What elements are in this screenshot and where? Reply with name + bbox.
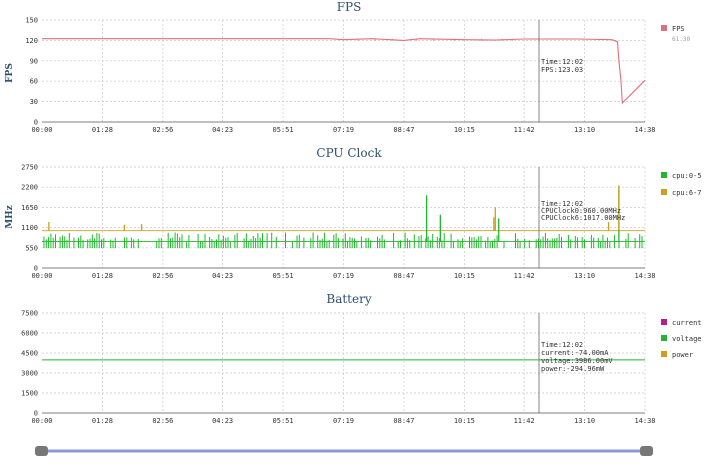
cpu-0-5-legend-item[interactable]: cpu:0-5 bbox=[661, 172, 702, 180]
cpu-clock-chart: CPU Clock MHz 0 550 1100 1650 2200 2750 00:00… bbox=[5, 146, 702, 280]
battery-y-tick-label: 1500 bbox=[21, 390, 38, 398]
battery-x-tick-label: 13:10 bbox=[574, 417, 595, 425]
fps-x-tick-label: 05:51 bbox=[273, 126, 294, 134]
cpu-x-tick-label: 04:23 bbox=[212, 272, 233, 280]
battery-x-tick-label: 07:19 bbox=[333, 417, 354, 425]
fps-legend-label: FPS bbox=[672, 25, 685, 33]
battery-y-tick-label: 0 bbox=[34, 410, 38, 418]
fps-y-axis-label: FPS bbox=[5, 63, 15, 83]
cpu-6-7-legend-swatch bbox=[661, 189, 667, 195]
fps-legend-item[interactable]: FPS 61.30 bbox=[661, 25, 690, 43]
current-legend-item[interactable]: current bbox=[661, 319, 702, 327]
cpu-6-7-legend-item[interactable]: cpu:6-7 bbox=[661, 189, 702, 197]
cpu-tooltip-time: Time:12:02 bbox=[541, 200, 583, 208]
fps-x-tick-label: 07:19 bbox=[333, 126, 354, 134]
fps-x-tick-label: 04:23 bbox=[212, 126, 233, 134]
battery-y-tick-label: 3000 bbox=[21, 370, 38, 378]
fps-chart: FPS FPS 0 30 60 90 120 150 00:00 01:28 02:56 04:… bbox=[5, 0, 690, 134]
power-legend-label: power bbox=[672, 351, 693, 359]
cpu-y-tick-label: 1650 bbox=[21, 204, 38, 212]
fps-x-tick-label: 13:10 bbox=[574, 126, 595, 134]
battery-chart-title: Battery bbox=[326, 292, 371, 306]
cpu-x-tick-label: 14:38 bbox=[634, 272, 655, 280]
cpu-tooltip-clock0: CPUClock0:960.00MHz bbox=[541, 207, 621, 215]
battery-x-tick-label: 10:15 bbox=[454, 417, 475, 425]
voltage-legend-swatch bbox=[661, 335, 667, 341]
power-legend-swatch bbox=[661, 351, 667, 357]
fps-x-tick-label: 08:47 bbox=[393, 126, 414, 134]
battery-x-tick-label: 14:38 bbox=[634, 417, 655, 425]
battery-x-tick-label: 02:56 bbox=[152, 417, 173, 425]
battery-x-tick-label: 04:23 bbox=[212, 417, 233, 425]
cpu-y-axis-label: MHz bbox=[5, 205, 15, 229]
fps-x-tick-label: 02:56 bbox=[152, 126, 173, 134]
cpu-chart-title: CPU Clock bbox=[316, 146, 382, 160]
fps-x-tick-label: 11:42 bbox=[514, 126, 535, 134]
battery-chart: Battery 0 1500 3000 4500 6000 7500 00:00 01:28… bbox=[21, 292, 701, 425]
voltage-legend-item[interactable]: voltage bbox=[661, 335, 702, 343]
voltage-legend-label: voltage bbox=[672, 335, 702, 343]
cpu-6-7-legend-label: cpu:6-7 bbox=[672, 189, 702, 197]
battery-y-tick-label: 7500 bbox=[21, 310, 38, 318]
cpu-0-5-legend-label: cpu:0-5 bbox=[672, 172, 702, 180]
battery-x-tick-label: 11:42 bbox=[514, 417, 535, 425]
cpu-x-tick-label: 01:28 bbox=[92, 272, 113, 280]
time-range-slider[interactable] bbox=[35, 446, 653, 456]
fps-y-tick-label: 90 bbox=[30, 57, 38, 65]
cpu-0-5-legend-swatch bbox=[661, 172, 667, 178]
fps-y-tick-label: 0 bbox=[34, 119, 38, 127]
battery-x-tick-label: 08:47 bbox=[393, 417, 414, 425]
cpu-x-tick-label: 00:00 bbox=[31, 272, 52, 280]
cpu-y-tick-label: 550 bbox=[25, 244, 38, 252]
fps-x-tick-label: 14:38 bbox=[634, 126, 655, 134]
fps-legend-swatch bbox=[661, 25, 667, 31]
battery-tooltip-power: power:-294.96mW bbox=[541, 365, 605, 373]
fps-chart-title: FPS bbox=[337, 0, 362, 14]
cpu-x-tick-label: 13:10 bbox=[574, 272, 595, 280]
fps-y-tick-label: 150 bbox=[25, 17, 38, 25]
cpu-x-tick-label: 11:42 bbox=[514, 272, 535, 280]
fps-y-tick-label: 30 bbox=[30, 98, 38, 106]
slider-end-handle[interactable] bbox=[640, 446, 653, 456]
fps-tooltip-time: Time:12:02 bbox=[541, 58, 583, 66]
cpu-x-tick-label: 10:15 bbox=[454, 272, 475, 280]
cpu-y-tick-label: 1100 bbox=[21, 224, 38, 232]
fps-x-tick-label: 01:28 bbox=[92, 126, 113, 134]
battery-tooltip-time: Time:12:02 bbox=[541, 341, 583, 349]
battery-x-tick-label: 05:51 bbox=[273, 417, 294, 425]
current-legend-swatch bbox=[661, 319, 667, 325]
power-legend-item[interactable]: power bbox=[661, 351, 693, 359]
fps-legend-value: 61.30 bbox=[672, 36, 690, 43]
fps-x-tick-label: 10:15 bbox=[454, 126, 475, 134]
battery-y-tick-label: 6000 bbox=[21, 330, 38, 338]
cpu-x-tick-label: 05:51 bbox=[273, 272, 294, 280]
battery-y-tick-label: 4500 bbox=[21, 350, 38, 358]
current-legend-label: current bbox=[672, 319, 702, 327]
battery-x-tick-label: 01:28 bbox=[92, 417, 113, 425]
battery-x-tick-label: 00:00 bbox=[31, 417, 52, 425]
cpu-y-tick-label: 2750 bbox=[21, 164, 38, 172]
slider-start-handle[interactable] bbox=[35, 446, 48, 456]
cpu-y-tick-label: 0 bbox=[34, 265, 38, 273]
fps-y-tick-label: 120 bbox=[25, 37, 38, 45]
battery-tooltip-voltage: voltage:3986.00mV bbox=[541, 357, 613, 365]
cpu-x-tick-label: 08:47 bbox=[393, 272, 414, 280]
cpu-x-tick-label: 02:56 bbox=[152, 272, 173, 280]
cpu-tooltip-clock6: CPUClock6:1017.00MHz bbox=[541, 214, 625, 222]
battery-tooltip-current: current:-74.00mA bbox=[541, 349, 609, 357]
fps-x-tick-label: 00:00 bbox=[31, 126, 52, 134]
cpu-x-tick-label: 07:19 bbox=[333, 272, 354, 280]
fps-tooltip-value: FPS:123.03 bbox=[541, 66, 583, 74]
fps-y-tick-label: 60 bbox=[30, 78, 38, 86]
cpu-y-tick-label: 2200 bbox=[21, 184, 38, 192]
